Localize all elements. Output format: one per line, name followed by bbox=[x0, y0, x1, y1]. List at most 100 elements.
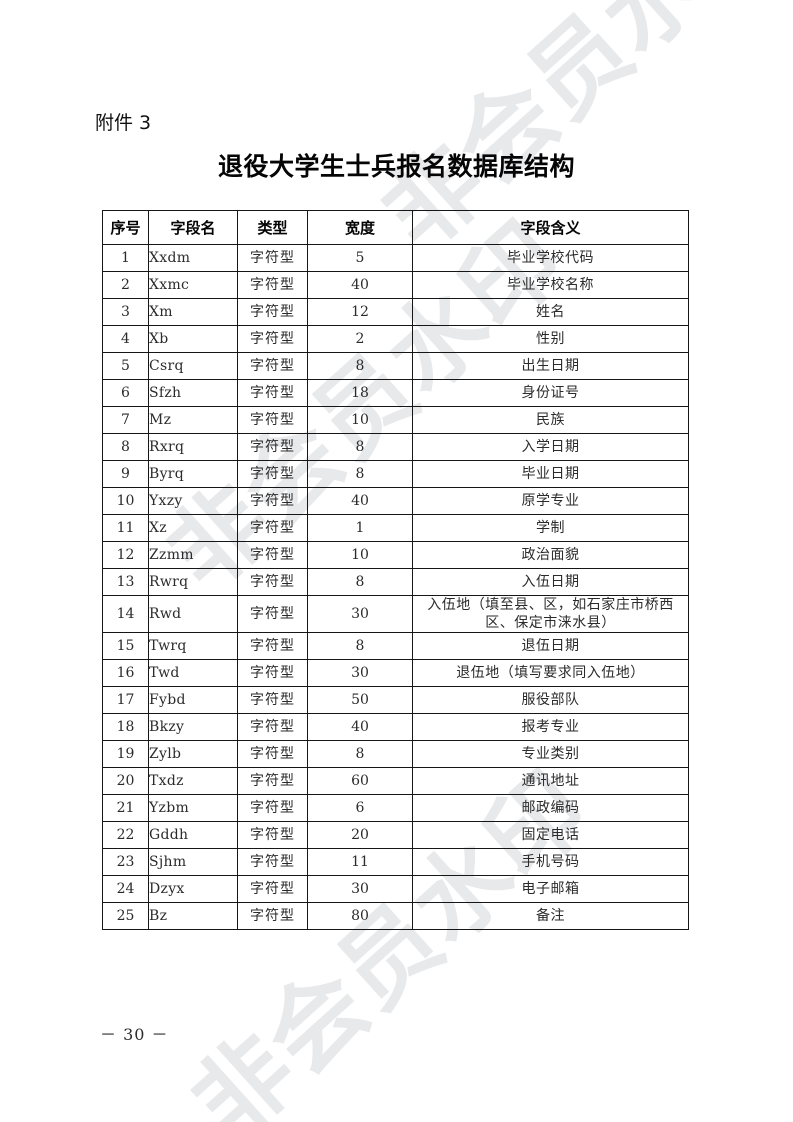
table-row: 23 Sjhm 字符型 11 手机号码 bbox=[102, 848, 689, 876]
cell-type: 字符型 bbox=[237, 541, 308, 569]
table-row: 19 Zylb 字符型 8 专业类别 bbox=[102, 740, 689, 768]
cell-field-name: Twrq bbox=[148, 632, 238, 660]
cell-type: 字符型 bbox=[237, 271, 308, 299]
cell-width: 8 bbox=[307, 568, 413, 596]
table-row: 11 Xz 字符型 1 学制 bbox=[102, 514, 689, 542]
cell-type: 字符型 bbox=[237, 514, 308, 542]
table-row: 9 Byrq 字符型 8 毕业日期 bbox=[102, 460, 689, 488]
table-row: 16 Twd 字符型 30 退伍地（填写要求同入伍地） bbox=[102, 659, 689, 687]
cell-index: 7 bbox=[102, 406, 149, 434]
cell-field-name: Yxzy bbox=[148, 487, 238, 515]
cell-width: 30 bbox=[307, 659, 413, 687]
cell-width: 11 bbox=[307, 848, 413, 876]
table-row: 5 Csrq 字符型 8 出生日期 bbox=[102, 352, 689, 380]
cell-field-name: Rwrq bbox=[148, 568, 238, 596]
cell-meaning: 毕业学校名称 bbox=[412, 271, 689, 299]
cell-width: 8 bbox=[307, 632, 413, 660]
table-row: 1 Xxdm 字符型 5 毕业学校代码 bbox=[102, 244, 689, 272]
table-row: 2 Xxmc 字符型 40 毕业学校名称 bbox=[102, 271, 689, 299]
cell-type: 字符型 bbox=[237, 848, 308, 876]
cell-width: 6 bbox=[307, 794, 413, 822]
cell-index: 8 bbox=[102, 433, 149, 461]
table-row: 12 Zzmm 字符型 10 政治面貌 bbox=[102, 541, 689, 569]
cell-index: 16 bbox=[102, 659, 149, 687]
cell-meaning: 入伍日期 bbox=[412, 568, 689, 596]
cell-type: 字符型 bbox=[237, 875, 308, 903]
cell-meaning: 原学专业 bbox=[412, 487, 689, 515]
table-row: 4 Xb 字符型 2 性别 bbox=[102, 325, 689, 353]
cell-field-name: Twd bbox=[148, 659, 238, 687]
cell-width: 60 bbox=[307, 767, 413, 795]
cell-type: 字符型 bbox=[237, 325, 308, 353]
column-header-width: 宽度 bbox=[307, 210, 413, 245]
cell-meaning: 入伍地（填至县、区，如石家庄市桥西区、保定市涞水县） bbox=[412, 595, 689, 633]
cell-type: 字符型 bbox=[237, 568, 308, 596]
cell-meaning: 固定电话 bbox=[412, 821, 689, 849]
cell-type: 字符型 bbox=[237, 487, 308, 515]
cell-width: 5 bbox=[307, 244, 413, 272]
cell-meaning: 手机号码 bbox=[412, 848, 689, 876]
column-header-meaning: 字段含义 bbox=[412, 210, 689, 245]
cell-width: 2 bbox=[307, 325, 413, 353]
cell-meaning: 通讯地址 bbox=[412, 767, 689, 795]
cell-type: 字符型 bbox=[237, 460, 308, 488]
table-row: 15 Twrq 字符型 8 退伍日期 bbox=[102, 632, 689, 660]
table-row: 24 Dzyx 字符型 30 电子邮箱 bbox=[102, 875, 689, 903]
cell-meaning: 备注 bbox=[412, 902, 689, 930]
cell-width: 1 bbox=[307, 514, 413, 542]
table-row: 14 Rwd 字符型 30 入伍地（填至县、区，如石家庄市桥西区、保定市涞水县） bbox=[102, 595, 689, 633]
column-header-type: 类型 bbox=[237, 210, 308, 245]
cell-field-name: Dzyx bbox=[148, 875, 238, 903]
cell-index: 2 bbox=[102, 271, 149, 299]
page-number: － 30 － bbox=[100, 1025, 169, 1044]
cell-field-name: Bz bbox=[148, 902, 238, 930]
cell-field-name: Sfzh bbox=[148, 379, 238, 407]
table-row: 13 Rwrq 字符型 8 入伍日期 bbox=[102, 568, 689, 596]
table-row: 10 Yxzy 字符型 40 原学专业 bbox=[102, 487, 689, 515]
column-header-field-name: 字段名 bbox=[148, 210, 238, 245]
cell-type: 字符型 bbox=[237, 902, 308, 930]
cell-index: 15 bbox=[102, 632, 149, 660]
attachment-label: 附件 3 bbox=[95, 112, 152, 134]
cell-field-name: Xz bbox=[148, 514, 238, 542]
cell-index: 19 bbox=[102, 740, 149, 768]
cell-meaning: 身份证号 bbox=[412, 379, 689, 407]
cell-field-name: Xm bbox=[148, 298, 238, 326]
cell-type: 字符型 bbox=[237, 298, 308, 326]
cell-field-name: Yzbm bbox=[148, 794, 238, 822]
table-row: 22 Gddh 字符型 20 固定电话 bbox=[102, 821, 689, 849]
cell-meaning: 民族 bbox=[412, 406, 689, 434]
table-row: 21 Yzbm 字符型 6 邮政编码 bbox=[102, 794, 689, 822]
cell-meaning: 报考专业 bbox=[412, 713, 689, 741]
cell-type: 字符型 bbox=[237, 659, 308, 687]
cell-width: 80 bbox=[307, 902, 413, 930]
cell-meaning: 入学日期 bbox=[412, 433, 689, 461]
table-row: 8 Rxrq 字符型 8 入学日期 bbox=[102, 433, 689, 461]
cell-meaning: 邮政编码 bbox=[412, 794, 689, 822]
cell-type: 字符型 bbox=[237, 379, 308, 407]
table-row: 25 Bz 字符型 80 备注 bbox=[102, 902, 689, 930]
cell-index: 9 bbox=[102, 460, 149, 488]
cell-width: 18 bbox=[307, 379, 413, 407]
cell-width: 50 bbox=[307, 686, 413, 714]
cell-meaning: 服役部队 bbox=[412, 686, 689, 714]
cell-width: 8 bbox=[307, 740, 413, 768]
table-row: 17 Fybd 字符型 50 服役部队 bbox=[102, 686, 689, 714]
cell-index: 20 bbox=[102, 767, 149, 795]
table-row: 18 Bkzy 字符型 40 报考专业 bbox=[102, 713, 689, 741]
cell-width: 30 bbox=[307, 595, 413, 633]
cell-index: 21 bbox=[102, 794, 149, 822]
cell-meaning: 毕业日期 bbox=[412, 460, 689, 488]
cell-field-name: Zzmm bbox=[148, 541, 238, 569]
cell-meaning: 姓名 bbox=[412, 298, 689, 326]
cell-field-name: Fybd bbox=[148, 686, 238, 714]
cell-width: 40 bbox=[307, 487, 413, 515]
cell-index: 23 bbox=[102, 848, 149, 876]
cell-type: 字符型 bbox=[237, 352, 308, 380]
cell-meaning: 政治面貌 bbox=[412, 541, 689, 569]
cell-type: 字符型 bbox=[237, 767, 308, 795]
cell-field-name: Mz bbox=[148, 406, 238, 434]
cell-index: 13 bbox=[102, 568, 149, 596]
cell-type: 字符型 bbox=[237, 821, 308, 849]
table-header-row: 序号 字段名 类型 宽度 字段含义 bbox=[102, 210, 689, 245]
